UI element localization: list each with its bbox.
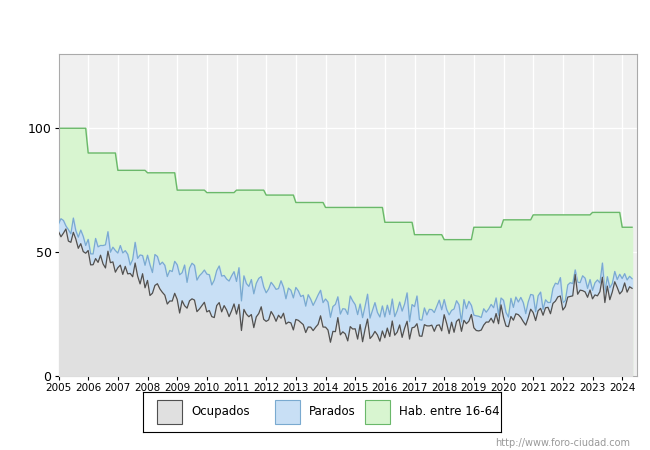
Text: Parados: Parados	[309, 405, 356, 418]
Bar	[276, 400, 300, 424]
Bar	[365, 400, 389, 424]
Text: http://www.foro-ciudad.com: http://www.foro-ciudad.com	[495, 438, 630, 448]
Text: Vallanca - Evolucion de la poblacion en edad de Trabajar Mayo de 2024: Vallanca - Evolucion de la poblacion en …	[77, 17, 573, 31]
Bar	[157, 400, 182, 424]
Text: Hab. entre 16-64: Hab. entre 16-64	[398, 405, 499, 418]
Text: Ocupados: Ocupados	[191, 405, 250, 418]
